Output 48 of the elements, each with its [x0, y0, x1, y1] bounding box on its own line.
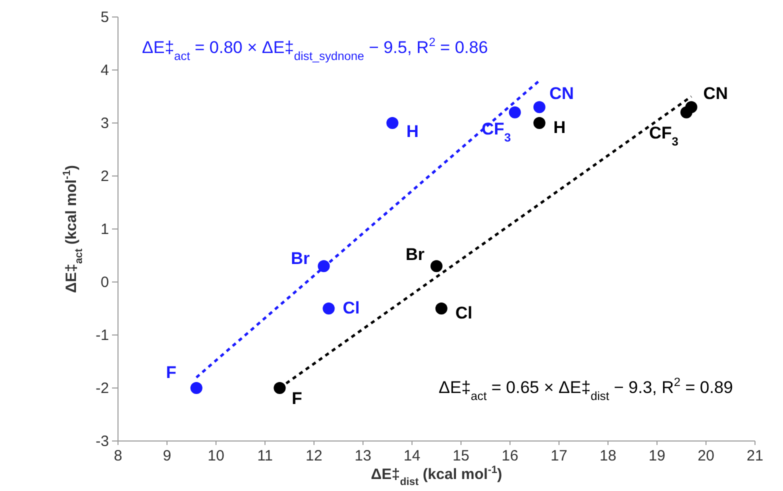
x-tick-label: 17 — [550, 448, 568, 465]
point — [386, 117, 398, 129]
y-tick-label: 5 — [100, 8, 109, 26]
y-tick-label: 0 — [100, 274, 109, 291]
x-tick-label: 8 — [114, 448, 122, 465]
y-tick-label: 4 — [100, 62, 109, 79]
x-tick-label: 20 — [698, 448, 714, 465]
y-tick-label: -1 — [96, 326, 109, 344]
point — [508, 106, 521, 118]
annotation: H — [553, 118, 566, 137]
point — [685, 101, 698, 114]
x-axis-title: ΔE‡$_{dist}$ (kcal mol$^{-1}$) — [370, 464, 502, 488]
point — [435, 302, 448, 314]
annotation: ΔE‡$_{act}$ = 0.65 × ΔE‡$_{dist}$ − 9.3, R$^{2}$ = 0.89 — [438, 375, 733, 403]
x-tick-label: 15 — [452, 448, 470, 465]
annotation: Br — [406, 245, 425, 264]
point — [430, 260, 442, 272]
annotation: F — [166, 363, 176, 382]
y-tick-label: 2 — [100, 168, 109, 185]
x-tick-label: 18 — [600, 448, 616, 465]
x-tick-label: 19 — [648, 448, 666, 465]
x-tick-label: 21 — [746, 448, 764, 465]
point — [322, 302, 335, 314]
annotation: CN — [703, 84, 728, 104]
x-tick-label: 13 — [354, 448, 372, 465]
y-tick-label: -2 — [96, 380, 109, 397]
x-tick-label: 11 — [257, 448, 273, 465]
annotation: H — [406, 122, 419, 141]
annotation: F — [292, 389, 302, 408]
point — [533, 117, 546, 129]
point — [318, 260, 330, 272]
x-tick-label: 12 — [306, 448, 322, 465]
x-tick-label: 10 — [208, 448, 224, 465]
annotation: Br — [290, 249, 310, 268]
annotation: Cl — [455, 304, 472, 322]
annotation: CN — [549, 84, 574, 104]
annotation: ΔE‡$_{act}$ = 0.80 × ΔE‡$_{dist_sydnone}$ − 9.5, R$^{2}$ = 0.86 — [142, 35, 488, 63]
x-tick-label: 16 — [502, 448, 518, 465]
point — [190, 382, 202, 394]
y-tick-label: 1 — [100, 220, 109, 238]
point — [533, 101, 546, 114]
annotation: Cl — [342, 298, 360, 318]
point — [274, 382, 286, 394]
x-tick-label: 14 — [404, 448, 420, 465]
x-tick-label: 9 — [162, 448, 172, 465]
y-tick-label: -3 — [96, 432, 109, 450]
y-tick-label: 3 — [100, 114, 109, 132]
annotation: CF$_{3}$ — [649, 123, 679, 148]
